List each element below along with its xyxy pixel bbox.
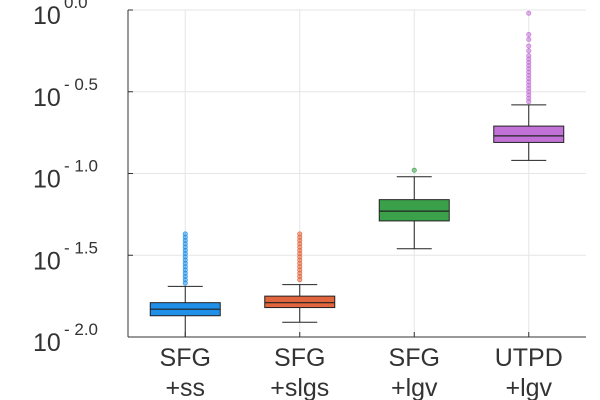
- y-tick-base: 10: [33, 84, 61, 112]
- x-tick-label-line1: SFG: [389, 344, 440, 372]
- y-tick-labels: 10- 2.010- 1.510- 1.010- 0.510 0.0: [33, 0, 133, 357]
- box-4: [493, 10, 565, 161]
- y-tick-exponent: - 1.0: [64, 157, 98, 176]
- outlier-point: [526, 36, 532, 42]
- box-2: [264, 231, 336, 323]
- outlier-point: [526, 48, 532, 54]
- x-tick-label-line2: +lgv: [391, 374, 438, 400]
- outlier-point: [182, 280, 188, 286]
- x-tick-label-line2: +slgs: [270, 374, 329, 400]
- outlier-point: [411, 167, 417, 173]
- outlier-point: [526, 10, 532, 16]
- box-body: [378, 199, 450, 222]
- y-tick-base: 10: [33, 2, 61, 30]
- x-tick-label-line1: SFG: [274, 344, 325, 372]
- x-tick-label-line2: +lgv: [505, 374, 552, 400]
- y-tick-exponent: - 2.0: [64, 320, 98, 339]
- y-tick-exponent: 0.0: [64, 0, 88, 12]
- x-tick-label-line1: SFG: [160, 344, 211, 372]
- outlier-point: [526, 99, 532, 105]
- box-1: [149, 231, 221, 338]
- y-tick-base: 10: [33, 247, 61, 275]
- x-tick-label-line1: UTPD: [495, 344, 563, 372]
- box-body: [264, 295, 336, 309]
- y-tick-exponent: - 1.5: [64, 238, 98, 257]
- y-tick-base: 10: [33, 329, 61, 357]
- y-tick-base: 10: [33, 166, 61, 194]
- outlier-point: [526, 32, 532, 38]
- outlier-point: [526, 43, 532, 49]
- box-series: [149, 10, 565, 338]
- grid-lines: [128, 9, 586, 338]
- box-body: [493, 125, 565, 143]
- outlier-point: [297, 277, 303, 283]
- box-3: [378, 167, 450, 250]
- x-tick-label-line2: +ss: [165, 374, 205, 400]
- y-tick-exponent: - 0.5: [64, 75, 98, 94]
